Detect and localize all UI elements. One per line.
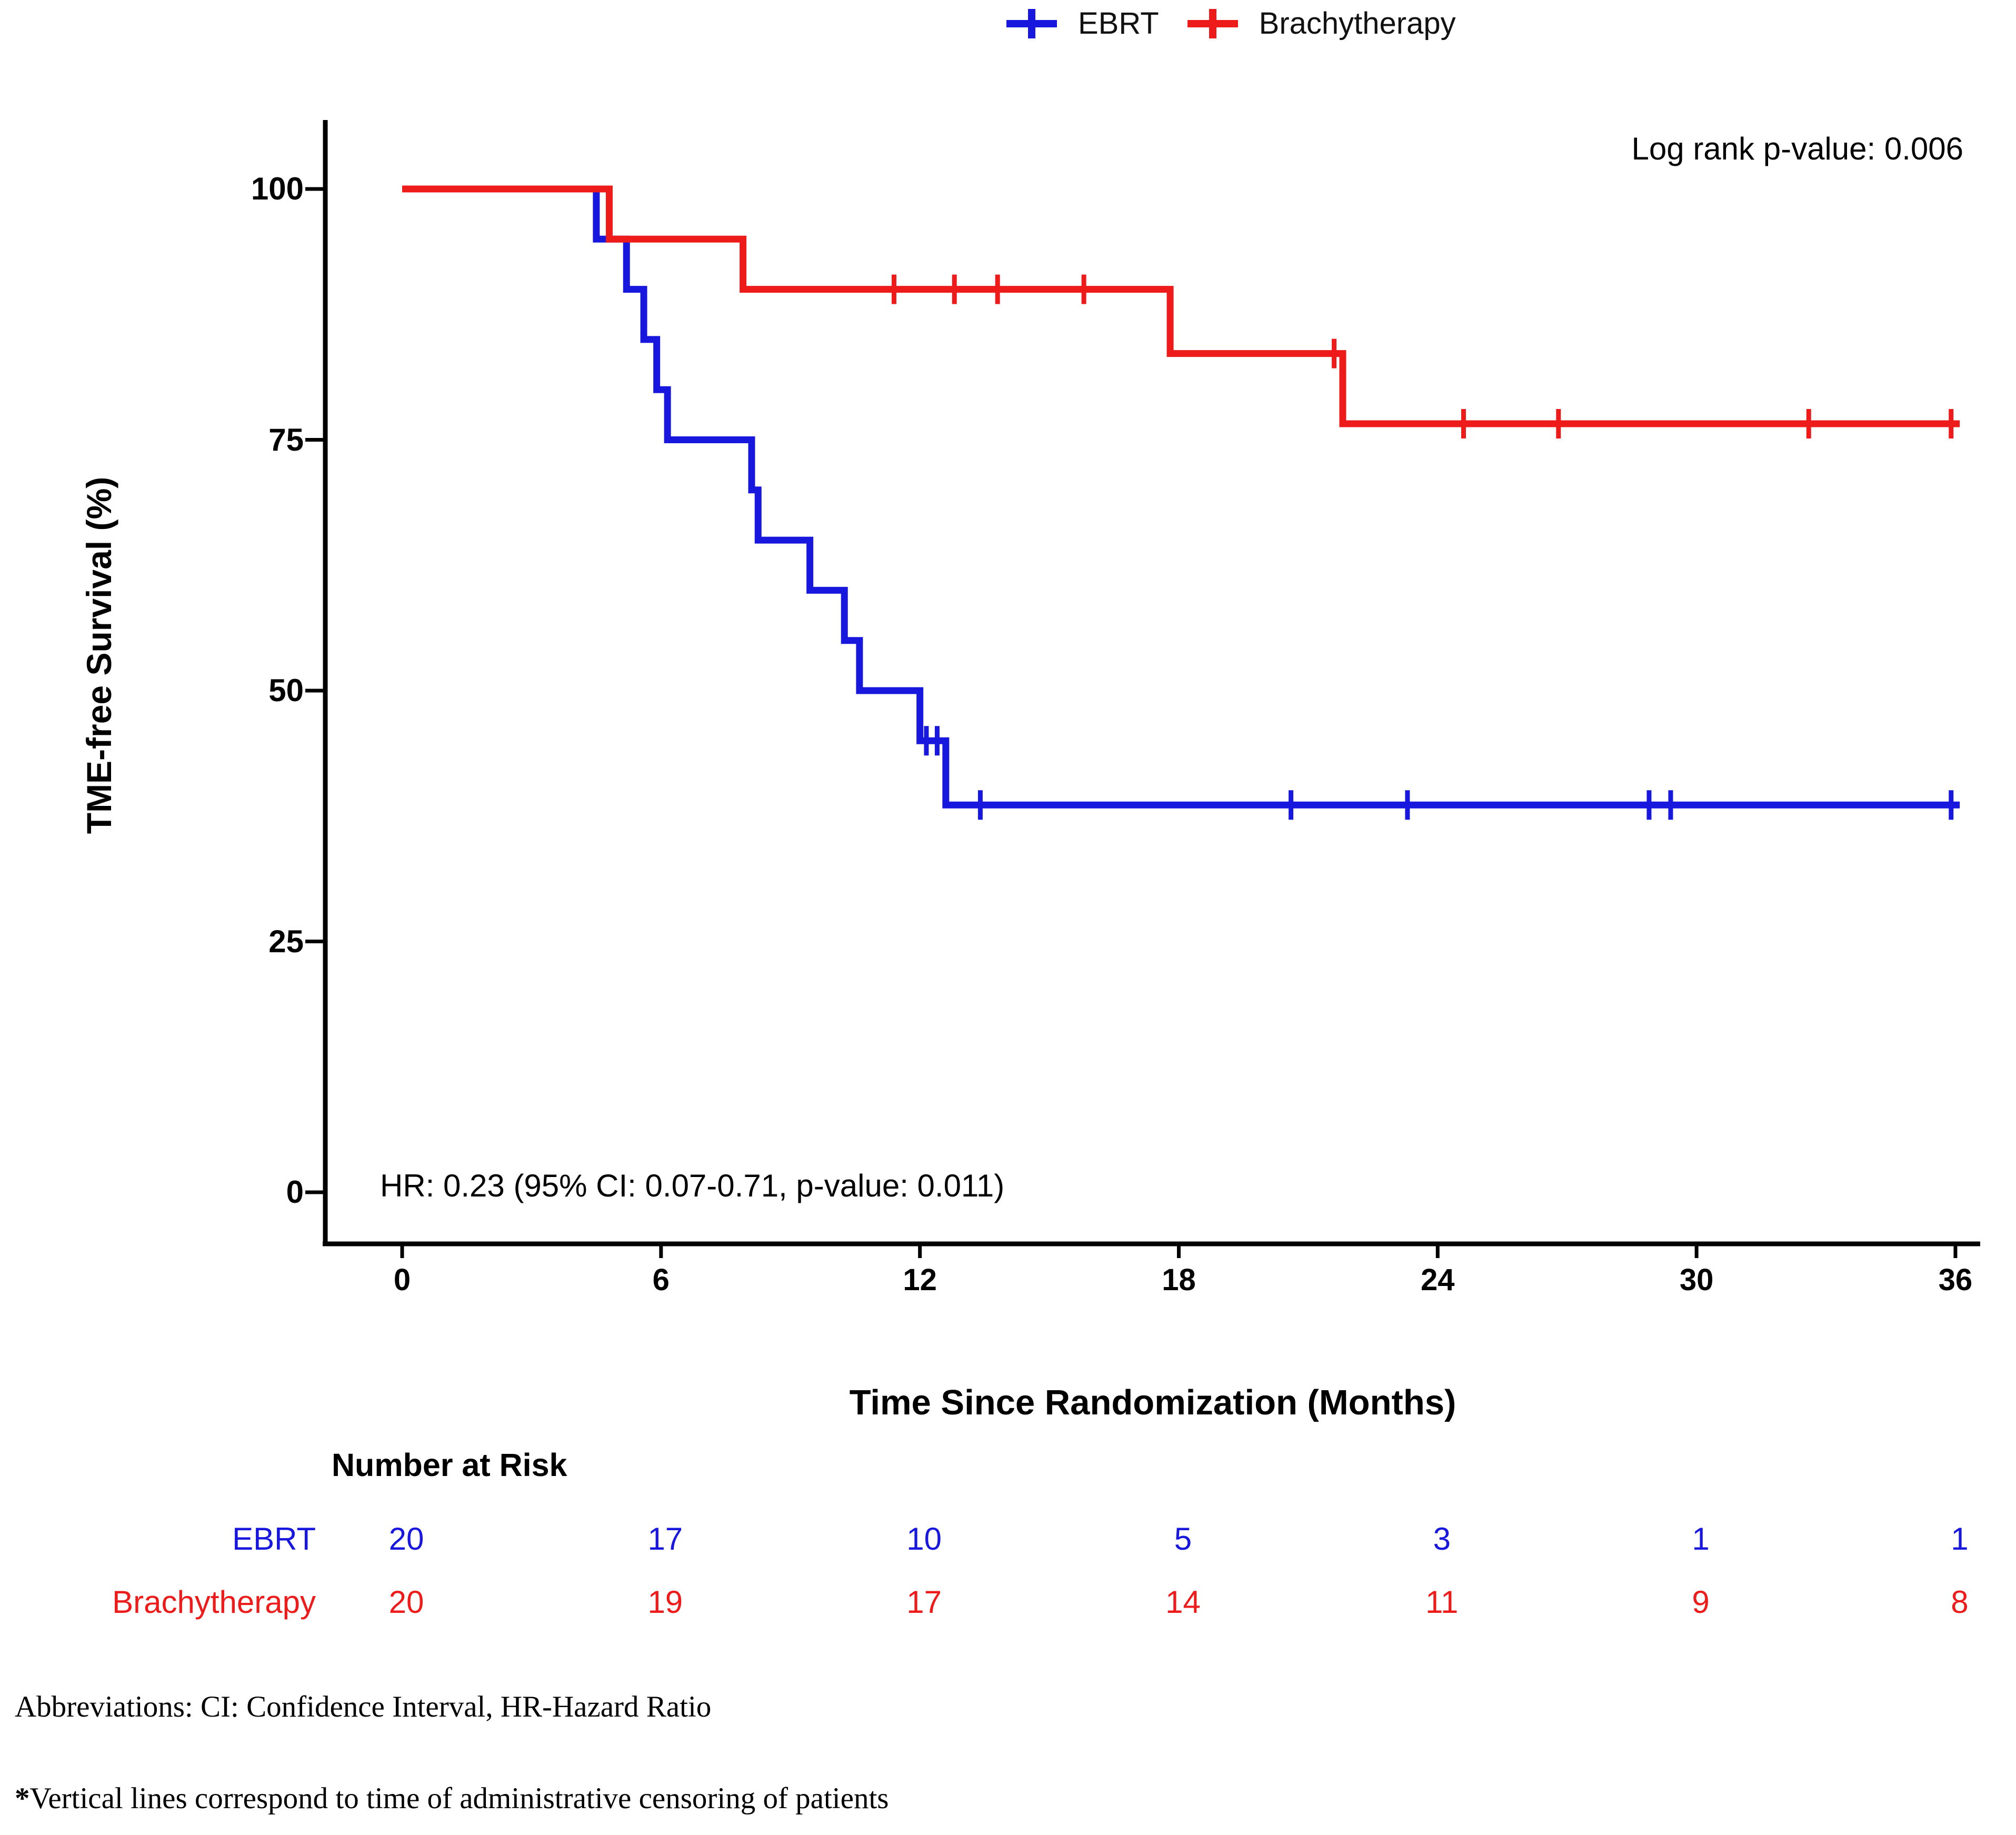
x-tick-label: 24	[1421, 1263, 1455, 1297]
footnote-censoring-text: Vertical lines correspond to time of adm…	[29, 1782, 889, 1815]
x-tick-label: 12	[903, 1263, 937, 1297]
legend-item-ebrt: EBRT	[1006, 7, 1159, 40]
risk-row-values-ebrt: 20 17 10 5 3 1 1	[0, 1521, 2016, 1563]
asterisk: *	[15, 1782, 30, 1815]
km-curve-ebrt	[402, 185, 1960, 809]
legend: EBRT Brachytherapy	[1006, 7, 1456, 40]
legend-label-ebrt: EBRT	[1078, 6, 1159, 41]
risk-table-header: Number at Risk	[332, 1447, 567, 1483]
x-tick-label: 36	[1938, 1263, 1973, 1297]
risk-count-ebrt-month-6: 17	[647, 1521, 683, 1557]
risk-count-ebrt-month-18: 5	[1174, 1521, 1192, 1557]
risk-count-ebrt-month-36: 1	[1951, 1521, 1969, 1557]
risk-count-brachytherapy-month-6: 19	[647, 1584, 683, 1620]
risk-row-label-brachytherapy: Brachytherapy	[112, 1584, 316, 1620]
x-axis-title: Time Since Randomization (Months)	[849, 1383, 1456, 1422]
risk-count-ebrt-month-24: 3	[1433, 1521, 1451, 1557]
km-curve-brachytherapy	[402, 185, 1960, 427]
ebrt-censor-plus-icon	[1006, 7, 1057, 40]
legend-item-brachytherapy: Brachytherapy	[1187, 7, 1456, 40]
y-tick-label: 75	[268, 422, 304, 457]
hazard-ratio-annotation: HR: 0.23 (95% CI: 0.07-0.71, p-value: 0.…	[380, 1168, 1005, 1203]
y-tick-label: 50	[268, 673, 304, 708]
y-tick-label: 25	[268, 923, 304, 959]
y-tick-label: 0	[286, 1174, 304, 1210]
log-rank-annotation: Log rank p-value: 0.006	[1631, 131, 1963, 166]
risk-count-ebrt-month-30: 1	[1692, 1521, 1710, 1557]
y-tick-label: 100	[251, 171, 304, 206]
legend-label-brachytherapy: Brachytherapy	[1259, 6, 1456, 41]
risk-count-brachytherapy-month-12: 17	[906, 1584, 942, 1620]
legend-tick	[1209, 9, 1216, 38]
x-tick-label: 0	[393, 1263, 411, 1297]
footnote-censoring: *Vertical lines correspond to time of ad…	[15, 1781, 889, 1816]
risk-count-brachytherapy-month-24: 11	[1425, 1584, 1459, 1620]
risk-row-label-ebrt: EBRT	[232, 1521, 316, 1557]
x-tick-label: 6	[652, 1263, 670, 1297]
risk-count-ebrt-month-0: 20	[388, 1521, 424, 1557]
footnote-abbreviations: Abbreviations: CI: Confidence Interval, …	[15, 1690, 712, 1723]
x-tick-label: 30	[1679, 1263, 1714, 1297]
x-tick-label: 18	[1162, 1263, 1196, 1297]
risk-row-values-brachytherapy: 20 19 17 14 11 9 8	[0, 1584, 2016, 1626]
risk-count-brachytherapy-month-36: 8	[1951, 1584, 1969, 1620]
risk-count-brachytherapy-month-18: 14	[1165, 1584, 1201, 1620]
risk-count-brachytherapy-month-0: 20	[388, 1584, 424, 1620]
risk-count-brachytherapy-month-30: 9	[1692, 1584, 1710, 1620]
legend-tick	[1028, 9, 1035, 38]
brachytherapy-censor-plus-icon	[1187, 7, 1238, 40]
risk-count-ebrt-month-12: 10	[906, 1521, 942, 1557]
